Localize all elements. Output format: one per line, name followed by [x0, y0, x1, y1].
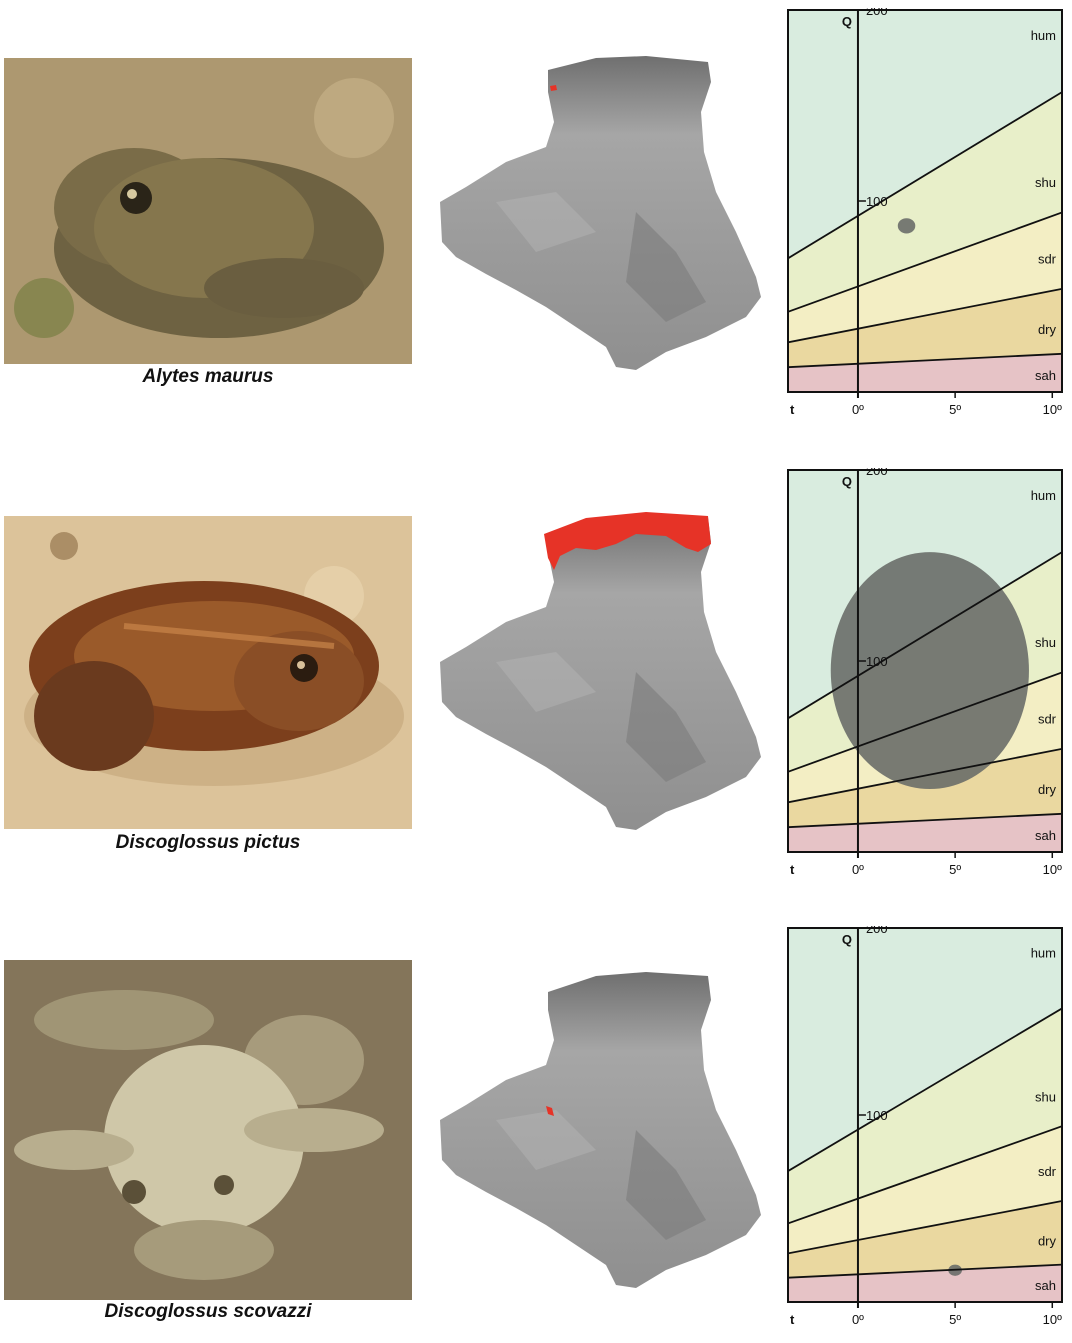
- algeria-map: [436, 966, 766, 1296]
- y-tick-label: 200: [866, 8, 888, 18]
- x-tick-label: 0º: [852, 1312, 864, 1327]
- plot-area: [788, 928, 1062, 1302]
- chart-frame: [787, 927, 1063, 1303]
- boundary-line: [788, 1007, 1062, 1172]
- boundary-line: [788, 747, 1062, 804]
- y-axis-label: Q: [842, 932, 852, 947]
- x-axis-label: t: [790, 402, 795, 417]
- x-tick-label: 0º: [852, 402, 864, 417]
- y-tick-label: 200: [866, 468, 888, 478]
- map-outline: [440, 514, 761, 830]
- boundary-line: [788, 1200, 1062, 1255]
- map-highlight: [546, 1106, 554, 1116]
- boundary-line: [788, 91, 1062, 260]
- x-tick-label: 5º: [949, 862, 961, 877]
- zone-label: sah: [1035, 368, 1056, 383]
- zone-sah: [788, 813, 1062, 852]
- zone-label: shu: [1035, 635, 1056, 650]
- zone-label: hum: [1031, 28, 1056, 43]
- boundary-line: [788, 551, 1062, 720]
- plot-area: [788, 10, 1062, 392]
- x-axis-label: t: [790, 1312, 795, 1327]
- zone-label: sah: [1035, 828, 1056, 843]
- y-axis-label: Q: [842, 474, 852, 489]
- x-tick-label: 10º: [1043, 402, 1062, 417]
- zone-label: dry: [1038, 1233, 1057, 1248]
- x-tick-label: 5º: [949, 1312, 961, 1327]
- x-tick-label: 10º: [1043, 862, 1062, 877]
- zone-label: hum: [1031, 945, 1056, 960]
- species-caption: Alytes maurus: [142, 366, 274, 387]
- frog-photo: [4, 58, 412, 364]
- niche-ellipse: [897, 218, 916, 234]
- zone-label: dry: [1038, 322, 1057, 337]
- x-tick-label: 0º: [852, 862, 864, 877]
- y-tick-label: 100: [866, 654, 888, 669]
- boundary-line: [788, 812, 1062, 829]
- y-tick-label: 100: [866, 194, 888, 209]
- species-caption: Discoglossus scovazzi: [104, 1301, 312, 1322]
- x-tick-label: 10º: [1043, 1312, 1062, 1327]
- zone-label: dry: [1038, 782, 1057, 797]
- map-outline: [440, 56, 761, 370]
- map-highlight: [544, 512, 711, 570]
- zone-sah: [788, 353, 1062, 392]
- zone-label: shu: [1035, 175, 1056, 190]
- algeria-map: [436, 52, 766, 377]
- boundary-line: [788, 1263, 1062, 1279]
- zone-label: hum: [1031, 488, 1056, 503]
- x-axis-label: t: [790, 862, 795, 877]
- boundary-line: [788, 352, 1062, 369]
- zone-label: sdr: [1038, 1164, 1057, 1179]
- y-tick-label: 100: [866, 1108, 888, 1123]
- zone-sah: [788, 1264, 1062, 1302]
- y-axis-label: Q: [842, 14, 852, 29]
- boundary-line: [788, 671, 1062, 773]
- zone-label: sdr: [1038, 711, 1057, 726]
- frog-photo: [4, 960, 412, 1300]
- plot-area: [788, 470, 1062, 852]
- boundary-line: [788, 1125, 1062, 1225]
- boundary-line: [788, 287, 1062, 344]
- zone-label: shu: [1035, 1089, 1056, 1104]
- y-tick-label: 200: [866, 926, 888, 936]
- algeria-map: [436, 508, 766, 838]
- chart-frame: [787, 469, 1063, 853]
- x-tick-label: 5º: [949, 402, 961, 417]
- zone-label: sah: [1035, 1278, 1056, 1293]
- frog-photo: [4, 516, 412, 829]
- map-outline: [440, 972, 761, 1288]
- species-caption: Discoglossus pictus: [115, 832, 301, 853]
- chart-frame: [787, 9, 1063, 393]
- niche-ellipse: [830, 552, 1029, 789]
- map-highlight: [550, 85, 557, 91]
- boundary-line: [788, 211, 1062, 313]
- zone-label: sdr: [1038, 251, 1057, 266]
